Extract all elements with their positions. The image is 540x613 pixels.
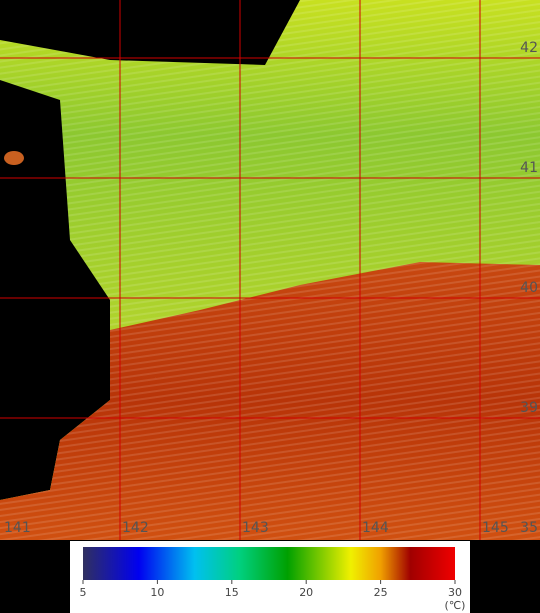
scan-stripes: [0, 0, 540, 540]
colorbar-tick-label: 25: [374, 586, 388, 599]
colorbar-tick-label: 15: [225, 586, 239, 599]
lat-label: 40: [520, 280, 538, 296]
island: [4, 151, 24, 165]
corner-label: 35: [520, 520, 538, 536]
lon-label: 145: [482, 520, 509, 536]
colorbar-tick-label: 10: [150, 586, 164, 599]
lon-label: 144: [362, 520, 389, 536]
colorbar-tick-label: 5: [80, 586, 87, 599]
colorbar-tick-label: 20: [299, 586, 313, 599]
lat-label: 39: [520, 400, 538, 416]
lon-label: 142: [122, 520, 149, 536]
colorbar: [83, 547, 455, 580]
lon-label: 143: [242, 520, 269, 536]
lat-label: 42: [520, 40, 538, 56]
lon-label: 141: [4, 520, 31, 536]
colorbar-unit: (℃): [445, 599, 466, 612]
colorbar-tick-label: 30: [448, 586, 462, 599]
lat-label: 41: [520, 160, 538, 176]
